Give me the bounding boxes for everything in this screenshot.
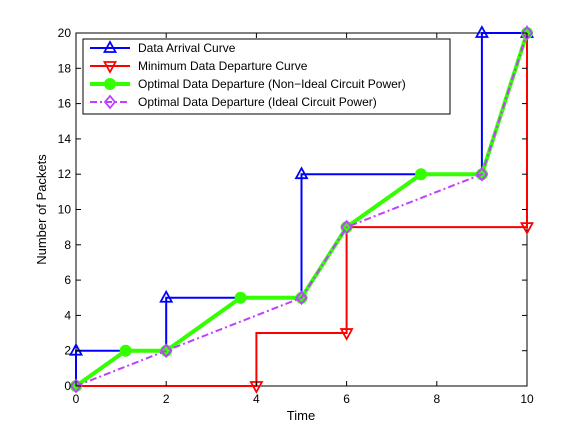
x-axis-label: Time xyxy=(287,408,315,423)
x-tick-label: 2 xyxy=(163,392,170,406)
series-marker xyxy=(415,168,428,181)
y-tick-label: 4 xyxy=(64,308,71,322)
series-4 xyxy=(69,25,534,394)
series-marker xyxy=(160,343,173,359)
legend-marker xyxy=(103,94,117,110)
x-tick-label: 10 xyxy=(520,392,534,406)
x-tick-label: 8 xyxy=(433,392,440,406)
series-line xyxy=(75,32,528,387)
series-marker xyxy=(340,219,353,235)
legend: Data Arrival Curve Minimum Data Departure… xyxy=(82,38,451,115)
legend-box xyxy=(82,38,451,115)
legend-marker xyxy=(102,40,118,53)
series-marker xyxy=(520,25,534,41)
series-marker xyxy=(339,328,354,341)
series-layer xyxy=(68,25,535,394)
y-tick-label: 16 xyxy=(58,97,72,111)
x-tick-label: 0 xyxy=(73,392,80,406)
y-tick-label: 20 xyxy=(58,26,72,40)
y-tick-label: 18 xyxy=(58,61,72,75)
y-tick-label: 12 xyxy=(58,167,72,181)
series-marker xyxy=(234,291,247,304)
y-tick-label: 14 xyxy=(58,132,72,146)
series-marker xyxy=(68,342,84,356)
series-marker xyxy=(474,25,489,38)
series-marker xyxy=(294,166,309,180)
y-tick-label: 2 xyxy=(64,344,71,358)
series-marker xyxy=(159,289,174,303)
y-tick-label: 10 xyxy=(58,203,72,217)
y-axis-label: Number of Packets xyxy=(34,154,49,265)
x-tick-label: 6 xyxy=(343,392,350,406)
series-marker xyxy=(519,222,535,236)
y-tick-label: 6 xyxy=(64,273,71,287)
series-marker xyxy=(119,344,132,357)
y-tick-label: 8 xyxy=(64,238,71,252)
legend-marker xyxy=(102,61,118,74)
y-tick-label: 0 xyxy=(64,379,71,393)
tick-layer: 0 2 4 6 8 10 0 2 4 6 8 10 12 14 16 18 20 xyxy=(58,26,534,406)
legend-label: Data Arrival Curve xyxy=(138,41,236,55)
legend-marker xyxy=(104,78,116,90)
legend-items: Data Arrival Curve Minimum Data Departure… xyxy=(90,40,406,110)
series-marker xyxy=(69,378,83,394)
legend-label: Minimum Data Departure Curve xyxy=(138,59,308,73)
legend-label: Optimal Data Departure (Non−Ideal Circui… xyxy=(138,77,406,91)
series-marker xyxy=(295,290,308,306)
legend-label: Optimal Data Departure (Ideal Circuit Po… xyxy=(138,95,377,109)
series-marker xyxy=(475,166,489,182)
x-tick-label: 4 xyxy=(253,392,260,406)
